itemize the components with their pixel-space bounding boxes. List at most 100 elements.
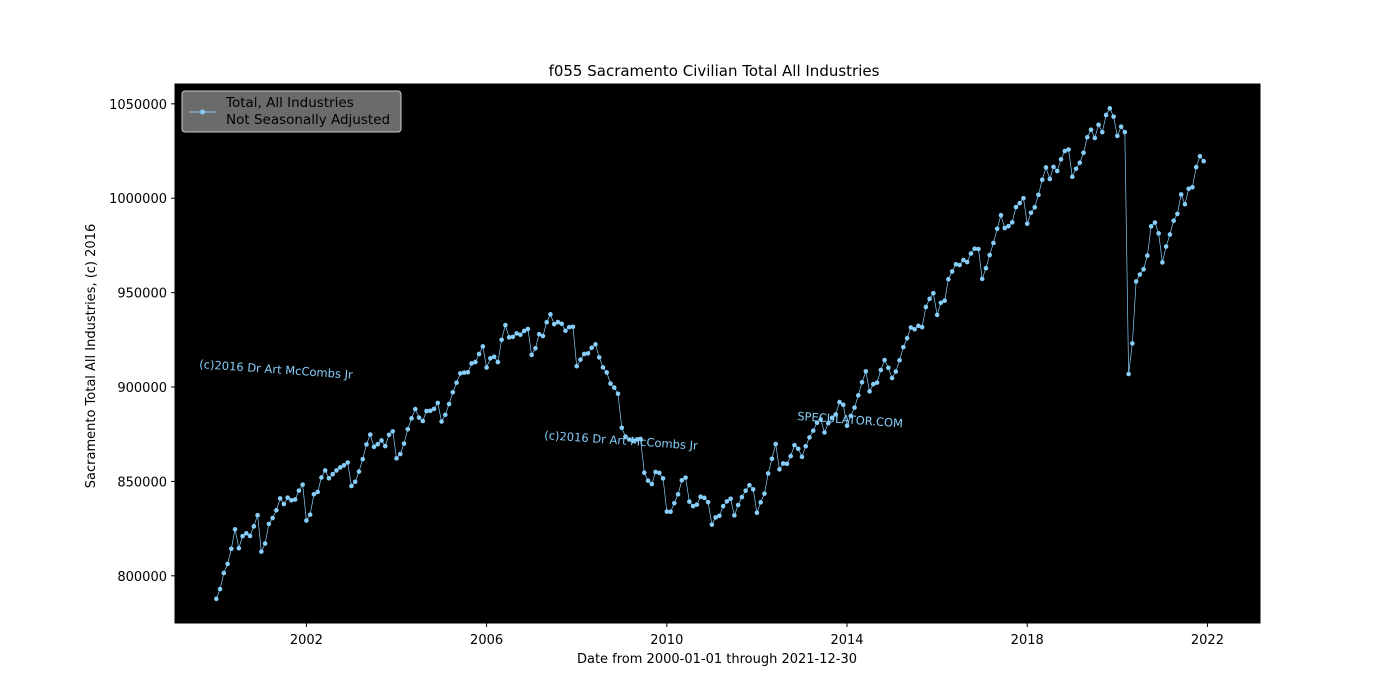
data-point [1137,272,1143,277]
x-tick-label: 2014 [830,633,863,648]
data-point [1107,106,1113,111]
data-point [319,475,324,480]
data-point [904,336,910,341]
data-point [1171,218,1176,223]
data-point [495,359,501,365]
data-point [412,406,418,412]
data-point [371,444,377,450]
data-point [1069,174,1075,179]
data-point [458,371,463,376]
data-point [345,460,351,465]
data-point [1009,220,1015,225]
data-point [799,454,805,460]
data-point [341,463,347,468]
data-point [649,481,655,487]
data-point [818,417,824,422]
legend-label-line-2: Not Seasonally Adjusted [226,112,390,128]
data-point [934,312,940,318]
data-point [300,482,305,487]
x-tick-label: 2022 [1191,633,1224,648]
data-point [521,328,527,334]
data-point [322,468,328,473]
data-point [1163,244,1169,249]
data-point [548,312,553,317]
data-point [304,518,309,523]
data-point [784,461,790,467]
data-point [1039,177,1045,183]
data-point [1126,371,1131,377]
data-point [788,453,794,459]
data-point [570,324,576,330]
data-point [972,246,977,251]
data-point [732,513,737,518]
data-point [897,357,902,363]
data-point [1028,210,1034,216]
y-tick-label: 800000 [117,570,167,585]
data-point [593,342,598,347]
data-point [709,522,715,527]
data-point [506,335,512,340]
data-point [829,415,835,421]
data-point [1054,168,1060,174]
data-point [690,503,696,509]
data-point [292,497,298,502]
data-point [946,276,951,282]
data-point [615,391,621,397]
data-point [454,380,459,385]
y-tick-label: 1050000 [109,98,167,113]
x-axis-label: Date from 2000-01-01 through 2021-12-30 [577,652,857,667]
data-point [379,438,384,443]
data-point [683,475,688,480]
data-point [1178,192,1184,197]
data-point [698,494,703,500]
data-point [1077,160,1083,166]
data-point [777,467,782,472]
data-point [1085,134,1090,140]
data-point [270,515,275,521]
data-point [435,400,441,406]
data-point [882,357,887,363]
data-point [386,432,392,438]
data-point [1197,153,1203,159]
data-point [641,470,647,476]
data-point [822,430,827,435]
data-point [792,442,797,448]
data-point [1175,211,1180,217]
series-points [214,106,1206,602]
data-point [750,487,756,492]
data-point [375,441,381,447]
data-point [473,359,478,365]
data-point [236,545,242,551]
data-point [871,381,876,387]
data-point [352,479,358,485]
data-point [630,438,636,444]
data-point [1148,224,1154,229]
data-point [743,488,748,493]
data-point [1081,150,1086,156]
data-point [533,346,538,351]
data-point [1088,127,1094,132]
data-point [232,527,238,532]
data-point [1130,341,1135,346]
data-point [1190,184,1195,190]
data-point [608,381,613,386]
data-point [961,257,966,263]
data-point [1115,133,1120,139]
data-point [525,326,531,332]
data-point [244,531,249,536]
data-point [367,432,373,437]
data-point [653,469,658,475]
data-point [773,441,778,447]
y-tick-label: 950000 [117,287,167,302]
data-point [855,393,861,398]
data-point [814,420,820,425]
data-point [611,385,617,390]
data-point [724,499,730,504]
data-point [976,246,981,252]
data-point [675,491,681,497]
data-point [660,476,666,481]
data-point [694,502,700,507]
x-tick-label: 2006 [470,633,503,648]
data-point [916,323,921,329]
